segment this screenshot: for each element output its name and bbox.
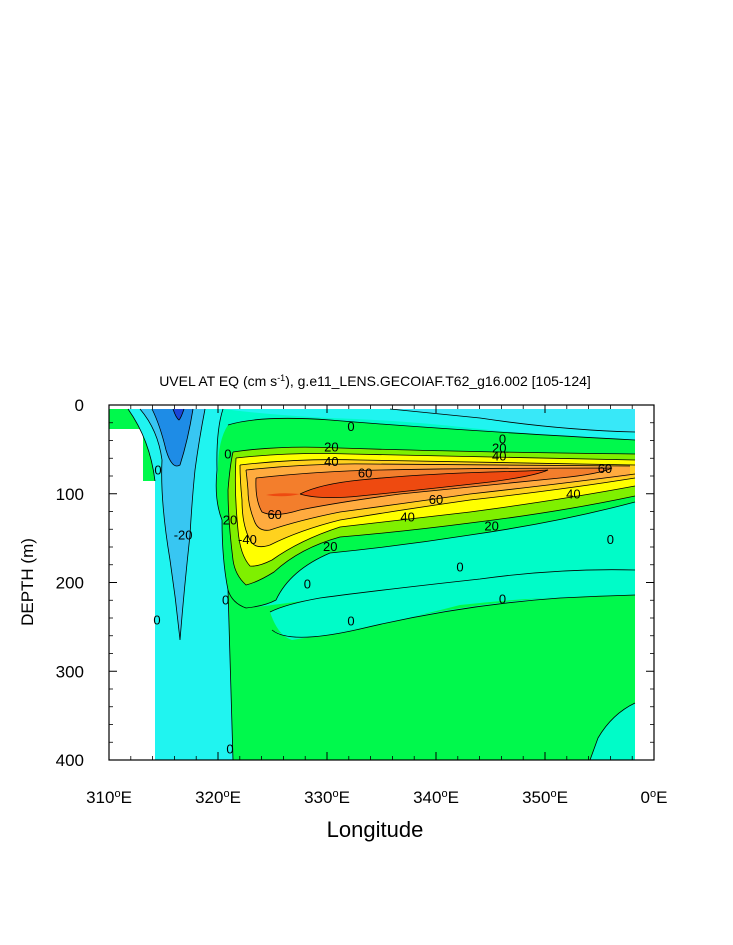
region-neg-strong xyxy=(152,409,193,466)
contour-label: 0 xyxy=(226,741,233,756)
y-axis-label: DEPTH (m) xyxy=(18,538,37,626)
y-tick-label: 100 xyxy=(56,485,84,504)
region-teal-tongue xyxy=(272,595,635,760)
contour-label: 40 xyxy=(400,510,414,525)
contour-label: 60 xyxy=(358,465,372,480)
y-tick-label: 300 xyxy=(56,662,84,681)
contour-label: -40 xyxy=(238,532,257,547)
contour-label: 0 xyxy=(499,591,506,606)
x-tick-label: 0oE xyxy=(641,788,668,807)
contour-label: 60 xyxy=(267,507,281,522)
y-tick-label: 400 xyxy=(56,751,84,770)
x-tick-label: 320oE xyxy=(195,788,241,807)
region-teal-shelf xyxy=(270,569,635,640)
contour-label: 0 xyxy=(154,463,161,478)
region-70-80 xyxy=(300,470,548,498)
contour-label: 60 xyxy=(598,461,612,476)
x-tick-label: 350oE xyxy=(522,788,568,807)
contour-label: 40 xyxy=(324,454,338,469)
contour-label: -20 xyxy=(174,527,193,542)
contour-label: 20 xyxy=(323,539,337,554)
contour-label: 0 xyxy=(456,559,463,574)
contour-label: 0 xyxy=(224,447,231,462)
contour-label: 20 xyxy=(484,519,498,534)
x-tick-label: 340oE xyxy=(413,788,459,807)
region-neg-core xyxy=(140,409,205,640)
region-neg-peak xyxy=(173,409,184,420)
contour-lines xyxy=(127,408,636,760)
contour-field xyxy=(109,405,654,760)
region-60-70 xyxy=(255,468,612,515)
contour-label: 0 xyxy=(607,532,614,547)
x-tick-label: 330oE xyxy=(304,788,350,807)
chart-title: UVEL AT EQ (cm s-1), g.e11_LENS.GECOIAF.… xyxy=(159,373,591,389)
contour-label: 0 xyxy=(347,614,354,629)
x-tick-label: 310oE xyxy=(86,788,132,807)
contour-label: 0 xyxy=(499,432,506,447)
x-axis-label: Longitude xyxy=(327,817,424,842)
contour-label: 20 xyxy=(324,440,338,455)
contour-label: 60 xyxy=(429,492,443,507)
contour-label: 20 xyxy=(223,512,237,527)
x-axis: 310oE 320oE 330oE 340oE 350oE 0oE xyxy=(86,405,667,807)
contour-label: 40 xyxy=(566,487,580,502)
contour-label: 0 xyxy=(222,592,229,607)
region-70-80-tail xyxy=(266,493,300,497)
contour-label: 0 xyxy=(153,613,160,628)
y-tick-label: 0 xyxy=(75,396,84,415)
contour-label: 40 xyxy=(492,448,506,463)
contour-label: 20 xyxy=(492,440,506,455)
y-tick-label: 200 xyxy=(56,574,84,593)
contour-label: 0 xyxy=(347,419,354,434)
contour-label: 0 xyxy=(304,576,311,591)
